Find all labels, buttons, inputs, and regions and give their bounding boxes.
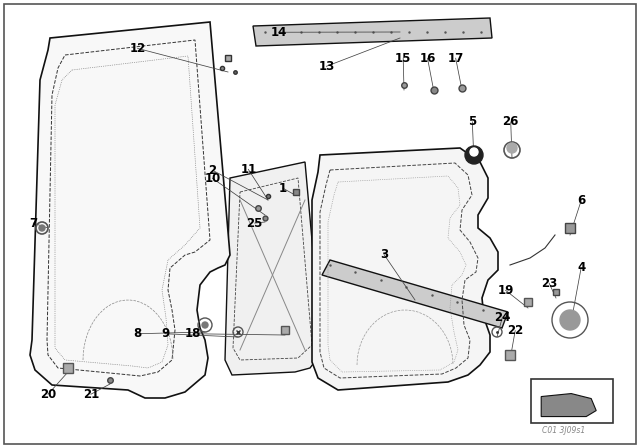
- Polygon shape: [253, 18, 492, 46]
- Text: 23: 23: [541, 276, 557, 290]
- Text: 16: 16: [419, 52, 436, 65]
- Text: 2: 2: [209, 164, 216, 177]
- Text: 12: 12: [129, 42, 146, 55]
- Circle shape: [202, 322, 208, 328]
- Circle shape: [507, 143, 517, 153]
- Text: 20: 20: [40, 388, 56, 401]
- Text: 1: 1: [279, 181, 287, 195]
- Text: 24: 24: [494, 310, 511, 324]
- Text: 15: 15: [395, 52, 412, 65]
- Polygon shape: [225, 162, 322, 375]
- Circle shape: [465, 146, 483, 164]
- Text: 18: 18: [185, 327, 202, 340]
- Circle shape: [560, 310, 580, 330]
- Text: 19: 19: [497, 284, 514, 297]
- Circle shape: [470, 148, 478, 156]
- Text: 8: 8: [134, 327, 141, 340]
- Text: 6: 6: [577, 194, 585, 207]
- Text: 4: 4: [577, 261, 585, 275]
- Text: 3: 3: [380, 248, 388, 261]
- Text: 13: 13: [318, 60, 335, 73]
- Text: 22: 22: [507, 324, 524, 337]
- Text: 25: 25: [246, 216, 263, 230]
- Text: 11: 11: [240, 163, 257, 176]
- Text: 7: 7: [29, 216, 37, 230]
- Text: 10: 10: [204, 172, 221, 185]
- Text: 17: 17: [447, 52, 464, 65]
- Polygon shape: [541, 393, 596, 417]
- Polygon shape: [322, 260, 508, 328]
- Text: 21: 21: [83, 388, 99, 401]
- Text: C01 3J09s1: C01 3J09s1: [541, 426, 585, 435]
- Circle shape: [39, 225, 45, 231]
- Text: 9: 9: [161, 327, 169, 340]
- Bar: [531, 379, 613, 422]
- Polygon shape: [30, 22, 230, 398]
- Text: 26: 26: [502, 115, 519, 129]
- Text: 14: 14: [270, 26, 287, 39]
- Polygon shape: [312, 148, 498, 390]
- Text: 5: 5: [468, 115, 476, 129]
